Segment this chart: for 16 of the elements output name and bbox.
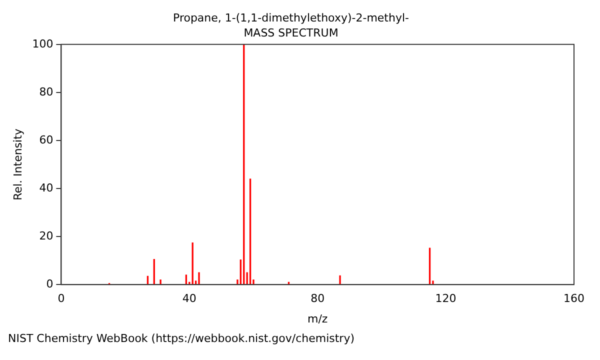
x-tick-label: 0 (58, 292, 65, 306)
y-tick-label: 40 (39, 181, 54, 194)
y-tick-label: 100 (32, 37, 54, 50)
chart-subtitle: MASS SPECTRUM (244, 26, 338, 40)
y-tick-label: 60 (39, 133, 54, 146)
x-tick-label: 160 (564, 292, 584, 306)
x-tick-label: 40 (182, 292, 196, 306)
text: NIST Chemistry WebBook (https://webbook.nist.gov/chemistry) (8, 332, 356, 345)
x-tick-label: 120 (435, 292, 456, 306)
y-tick-label: 80 (39, 85, 54, 98)
y-tick-label: 20 (39, 229, 54, 242)
y-tick-label: 0 (46, 277, 54, 290)
y-axis-title: Rel. Intensity (11, 128, 24, 200)
chart-title: Propane, 1-(1,1-dimethylethoxy)-2-methyl- (173, 11, 410, 24)
x-axis-title: m/z (307, 312, 328, 326)
x-tick-label: 80 (310, 292, 325, 306)
